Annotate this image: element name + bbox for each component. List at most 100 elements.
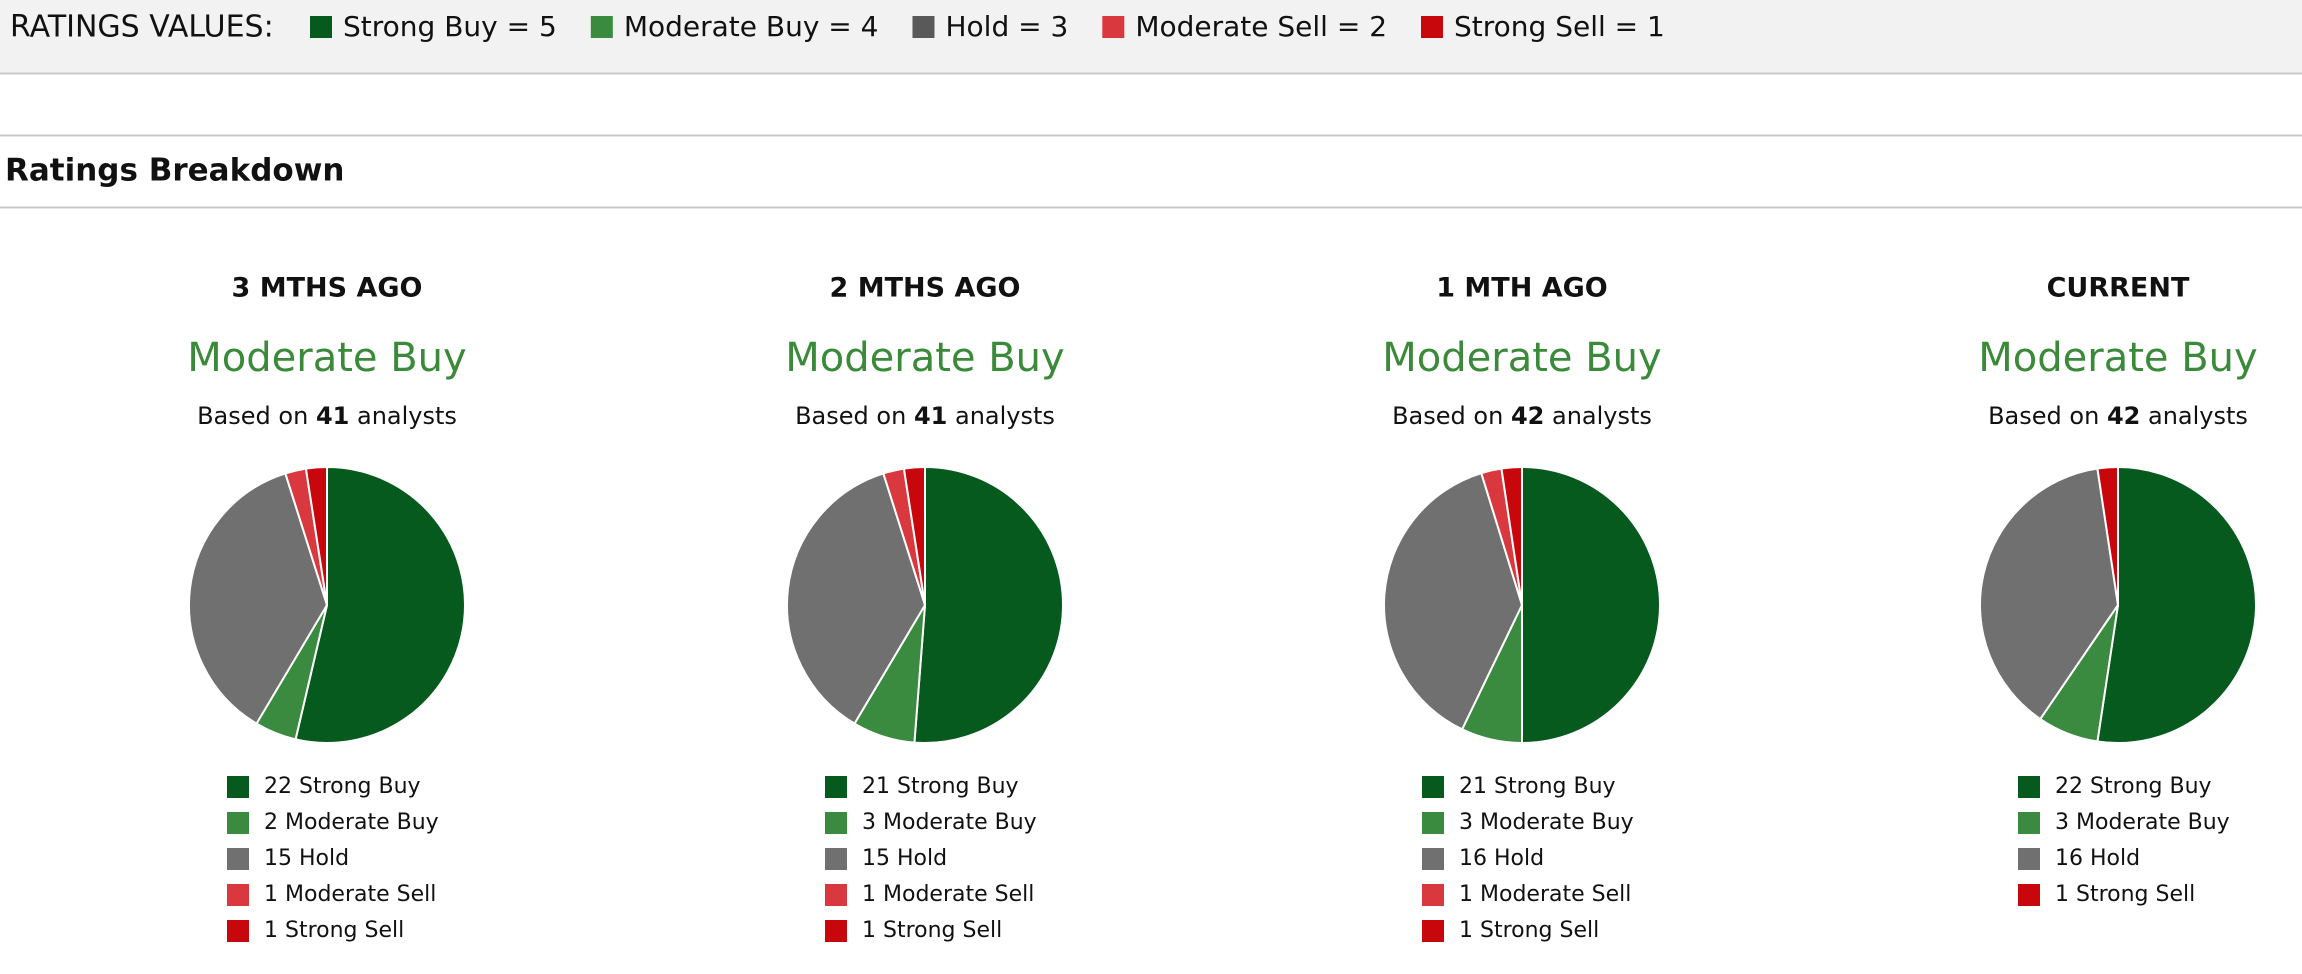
legend-swatch [227, 776, 249, 798]
consensus: Moderate Buy [1382, 335, 1661, 381]
legend-swatch [227, 848, 249, 870]
legend-entry: 22 Strong Buy [264, 774, 421, 799]
legend-swatch [1422, 776, 1444, 798]
legend-entry: 15 Hold [264, 846, 349, 871]
legend-swatch [2018, 884, 2040, 906]
legend-entry: 2 Moderate Buy [264, 810, 439, 835]
legend-label: Strong Sell = 1 [1454, 10, 1665, 43]
ratings-values-label: RATINGS VALUES: [10, 10, 274, 45]
pie-slice [2096, 465, 2257, 744]
legend-swatch [1422, 920, 1444, 942]
chart-title: CURRENT [2047, 273, 2190, 304]
legend-count: 15 [264, 846, 292, 871]
legend-count: 3 [862, 810, 876, 835]
legend-entry: 15 Hold [862, 846, 947, 871]
pie-slice [294, 465, 466, 744]
legend-entry: 16 Hold [2055, 846, 2140, 871]
legend-swatch [1422, 812, 1444, 834]
legend-swatch [1422, 848, 1444, 870]
subtitle-prefix: Based on [1392, 402, 1503, 430]
legend-category: Moderate Sell [285, 882, 436, 907]
legend-count: 22 [264, 774, 292, 799]
pie-slice [786, 472, 927, 725]
legend-entry: 21 Strong Buy [862, 774, 1019, 799]
legend-swatch [2018, 848, 2040, 870]
legend-swatch [2018, 776, 2040, 798]
legend-entry: 16 Hold [1459, 846, 1544, 871]
legend-count: 21 [1459, 774, 1487, 799]
legend-swatch [825, 812, 847, 834]
legend-label: Moderate Buy = 4 [624, 10, 879, 43]
legend-swatch [310, 16, 332, 38]
legend-entry: 3 Moderate Buy [2055, 810, 2230, 835]
legend-entry: 1 Moderate Sell [264, 882, 436, 907]
chart-title: 3 MTHS AGO [232, 273, 423, 304]
analyst-count: 42 [2107, 402, 2140, 430]
legend-swatch [825, 920, 847, 942]
pie-slice [2096, 465, 2119, 606]
legend-count: 1 [862, 882, 876, 907]
legend-swatch [2018, 812, 2040, 834]
pie-slice [913, 465, 1064, 744]
legend-label: Moderate Sell = 2 [1135, 10, 1387, 43]
subtitle: Based on 41 analysts [197, 402, 457, 430]
pie-slice [1979, 467, 2120, 721]
legend-swatch [825, 848, 847, 870]
legend-count: 16 [1459, 846, 1487, 871]
legend-category: Hold [897, 846, 947, 871]
legend-entry: 1 Strong Sell [862, 918, 1002, 943]
legend-swatch [1421, 16, 1444, 38]
legend-swatch [825, 776, 847, 798]
legend-count: 16 [2055, 846, 2083, 871]
consensus: Moderate Buy [187, 335, 466, 381]
legend-count: 3 [2055, 810, 2069, 835]
legend-category: Moderate Buy [883, 810, 1037, 835]
legend-entry: 1 Strong Sell [264, 918, 404, 943]
subtitle: Based on 42 analysts [1392, 402, 1652, 430]
legend-entry: 1 Moderate Sell [1459, 882, 1631, 907]
legend-label: Hold = 3 [945, 10, 1068, 43]
analyst-count: 41 [316, 402, 349, 430]
legend-swatch [590, 16, 613, 38]
legend-swatch [1422, 884, 1444, 906]
legend-swatch [912, 16, 935, 38]
legend-count: 22 [2055, 774, 2083, 799]
legend-swatch [227, 812, 249, 834]
subtitle-suffix: analysts [955, 402, 1055, 430]
legend-count: 15 [862, 846, 890, 871]
legend-count: 1 [2055, 882, 2069, 907]
legend-entry: 3 Moderate Buy [1459, 810, 1634, 835]
header-bar [0, 0, 2302, 73]
legend-count: 2 [264, 810, 278, 835]
legend-category: Moderate Buy [2076, 810, 2230, 835]
subtitle-prefix: Based on [795, 402, 906, 430]
legend-category: Hold [2090, 846, 2140, 871]
legend-entry: 3 Moderate Buy [862, 810, 1037, 835]
legend-count: 1 [862, 918, 876, 943]
legend-count: 1 [1459, 918, 1473, 943]
analyst-count: 41 [914, 402, 947, 430]
pie-slice [1500, 465, 1523, 606]
legend-category: Strong Buy [2090, 774, 2212, 799]
pie-slice [1521, 465, 1661, 745]
subtitle-prefix: Based on [1988, 402, 2099, 430]
legend-category: Strong Buy [897, 774, 1019, 799]
legend-entry: 1 Strong Sell [1459, 918, 1599, 943]
subtitle-prefix: Based on [197, 402, 308, 430]
legend-category: Strong Sell [1480, 918, 1599, 943]
legend-count: 1 [264, 918, 278, 943]
legend-swatch [227, 920, 249, 942]
chart-title: 2 MTHS AGO [830, 273, 1021, 304]
consensus: Moderate Buy [1978, 335, 2257, 381]
legend-label: Strong Buy = 5 [343, 10, 557, 43]
legend-count: 3 [1459, 810, 1473, 835]
legend-swatch [825, 884, 847, 906]
legend-count: 1 [264, 882, 278, 907]
subtitle: Based on 42 analysts [1988, 402, 2248, 430]
legend-entry: 22 Strong Buy [2055, 774, 2212, 799]
pie-slice [304, 465, 328, 606]
legend-count: 21 [862, 774, 890, 799]
legend-category: Strong Sell [883, 918, 1002, 943]
